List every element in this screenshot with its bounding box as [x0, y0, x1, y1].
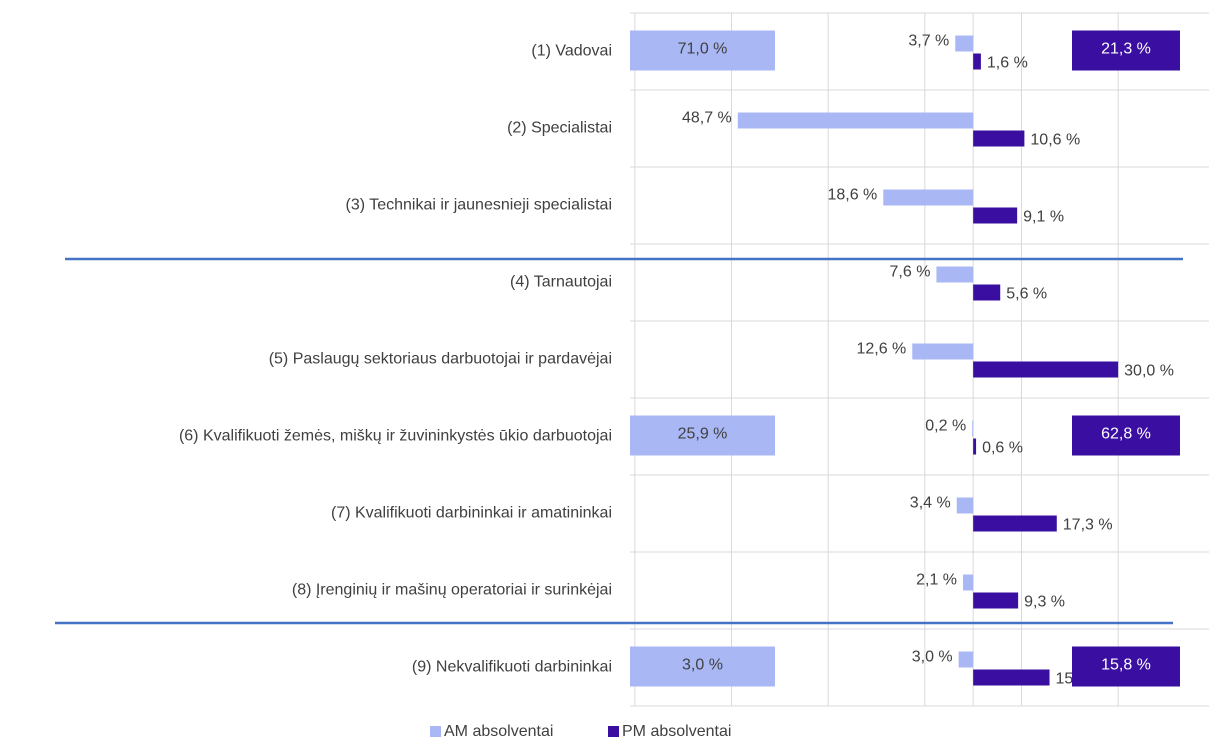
category-label: (4) Tarnautojai — [510, 274, 612, 291]
bar — [973, 284, 1001, 301]
category-label: (5) Paslaugų sektoriaus darbuotojai ir p… — [269, 351, 612, 368]
category-label: (6) Kvalifikuoti žemės, miškų ir žuvinin… — [179, 428, 612, 445]
category-label: (9) Nekvalifikuoti darbininkai — [412, 659, 612, 676]
bar — [973, 207, 1018, 224]
bar — [973, 438, 977, 455]
legend-label: AM absolventai — [444, 723, 553, 740]
bar — [973, 361, 1119, 378]
value-label: 3,0 % — [912, 649, 953, 666]
category-label: (7) Kvalifikuoti darbininkai ir amatinin… — [331, 505, 612, 522]
category-label: (8) Įrenginių ir mašinų operatoriai ir s… — [292, 582, 612, 599]
highlight-box — [630, 30, 775, 71]
highlight-box — [630, 415, 775, 456]
bar — [936, 266, 974, 283]
bar — [955, 35, 974, 52]
value-label: 18,6 % — [827, 187, 877, 204]
bar — [973, 592, 1019, 609]
value-label: 3,4 % — [910, 495, 951, 512]
bar — [973, 515, 1057, 532]
bar — [963, 574, 974, 591]
highlight-label: 25,9 % — [678, 426, 728, 443]
bar — [973, 130, 1025, 147]
highlight-box — [1072, 30, 1180, 71]
category-label: (1) Vadovai — [531, 43, 612, 60]
value-label: 9,3 % — [1024, 594, 1065, 611]
value-label: 1,6 % — [987, 55, 1028, 72]
bar — [737, 112, 974, 129]
legend-swatch — [608, 726, 619, 737]
highlight-box — [1072, 415, 1180, 456]
bar — [972, 420, 974, 437]
highlight-box — [1072, 646, 1180, 687]
highlight-label: 62,8 % — [1101, 426, 1151, 443]
value-label: 9,1 % — [1023, 209, 1064, 226]
highlight-label: 15,8 % — [1101, 657, 1151, 674]
bar — [973, 669, 1050, 686]
value-label: 5,6 % — [1006, 286, 1047, 303]
highlight-label: 71,0 % — [678, 41, 728, 58]
legend-label: PM absolventai — [622, 723, 731, 740]
value-label: 0,6 % — [982, 440, 1023, 457]
bar — [912, 343, 974, 360]
value-label: 7,6 % — [890, 264, 931, 281]
highlight-label: 3,0 % — [682, 657, 723, 674]
value-label: 3,7 % — [908, 33, 949, 50]
category-label: (3) Technikai ir jaunesnieji specialista… — [346, 197, 613, 214]
highlight-label: 21,3 % — [1101, 41, 1151, 58]
value-label: 12,6 % — [856, 341, 906, 358]
bar — [973, 53, 981, 70]
value-label: 0,2 % — [925, 418, 966, 435]
value-label: 48,7 % — [682, 110, 732, 127]
bar — [883, 189, 974, 206]
highlight-box — [630, 646, 775, 687]
bar — [956, 497, 974, 514]
category-label: (2) Specialistai — [507, 120, 612, 137]
value-label: 30,0 % — [1124, 363, 1174, 380]
value-label: 2,1 % — [916, 572, 957, 589]
value-label: 10,6 % — [1030, 132, 1080, 149]
value-label: 17,3 % — [1063, 517, 1113, 534]
legend-swatch — [430, 726, 441, 737]
bar — [958, 651, 974, 668]
